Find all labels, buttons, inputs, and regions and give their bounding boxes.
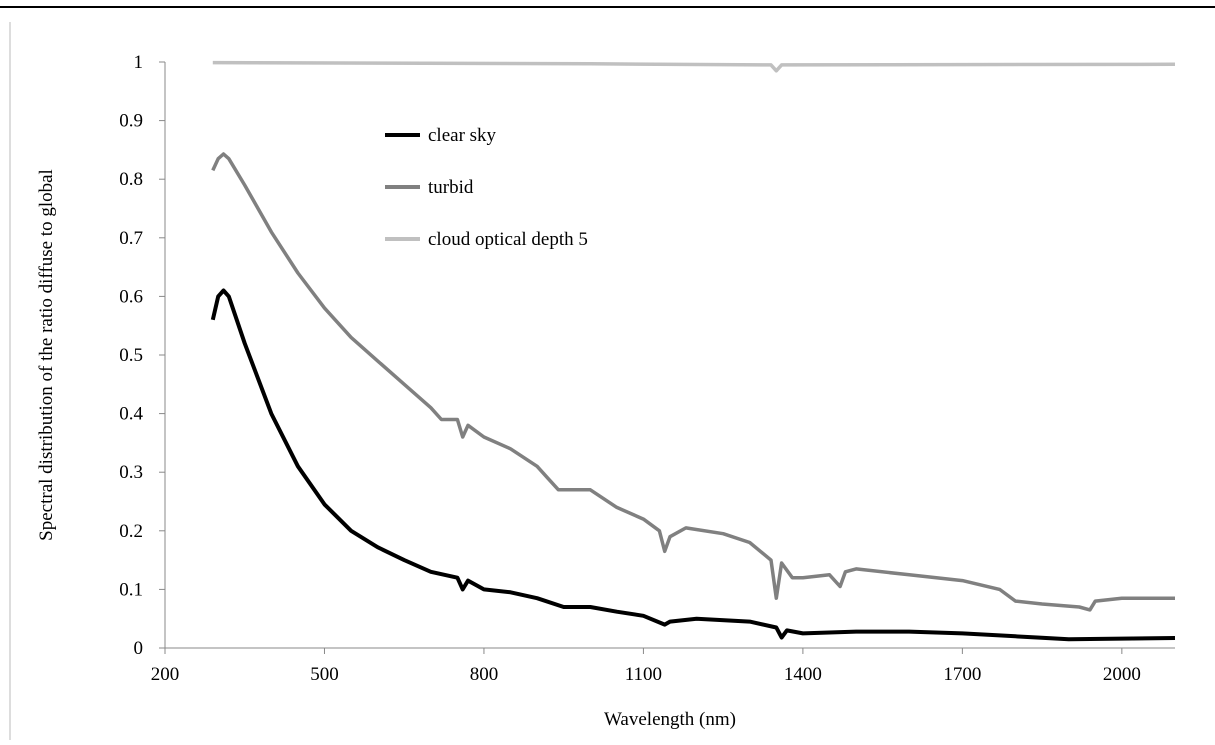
x-tick-label: 1700 bbox=[943, 664, 981, 685]
series-line bbox=[210, 288, 1176, 642]
y-tick-label: 0.2 bbox=[119, 521, 143, 542]
y-tick-label: 0.9 bbox=[119, 111, 143, 132]
y-tick-label: 0 bbox=[134, 638, 144, 659]
y-tick-label: 0.4 bbox=[119, 404, 143, 425]
y-tick-label: 0.5 bbox=[119, 345, 143, 366]
x-tick-label: 800 bbox=[470, 664, 499, 685]
x-tick-label: 1400 bbox=[784, 664, 822, 685]
x-tick-label: 500 bbox=[310, 664, 339, 685]
series-line bbox=[211, 152, 1175, 612]
legend-label: clear sky bbox=[428, 125, 497, 146]
x-axis-label: Wavelength (nm) bbox=[604, 709, 736, 730]
x-tick-label: 1100 bbox=[625, 664, 662, 685]
y-tick-label: 0.3 bbox=[119, 462, 143, 483]
y-tick-label: 1 bbox=[134, 52, 144, 73]
y-tick-label: 0.1 bbox=[119, 579, 143, 600]
legend-label: cloud optical depth 5 bbox=[428, 229, 588, 250]
x-tick-label: 2000 bbox=[1103, 664, 1141, 685]
y-tick-label: 0.7 bbox=[119, 228, 143, 249]
y-tick-label: 0.6 bbox=[119, 286, 143, 307]
y-axis-label: Spectral distribution of the ratio diffu… bbox=[36, 169, 57, 541]
y-tick-label: 0.8 bbox=[119, 169, 143, 190]
legend-label: turbid bbox=[428, 177, 474, 198]
series-line bbox=[212, 60, 1176, 73]
x-tick-label: 200 bbox=[151, 664, 180, 685]
